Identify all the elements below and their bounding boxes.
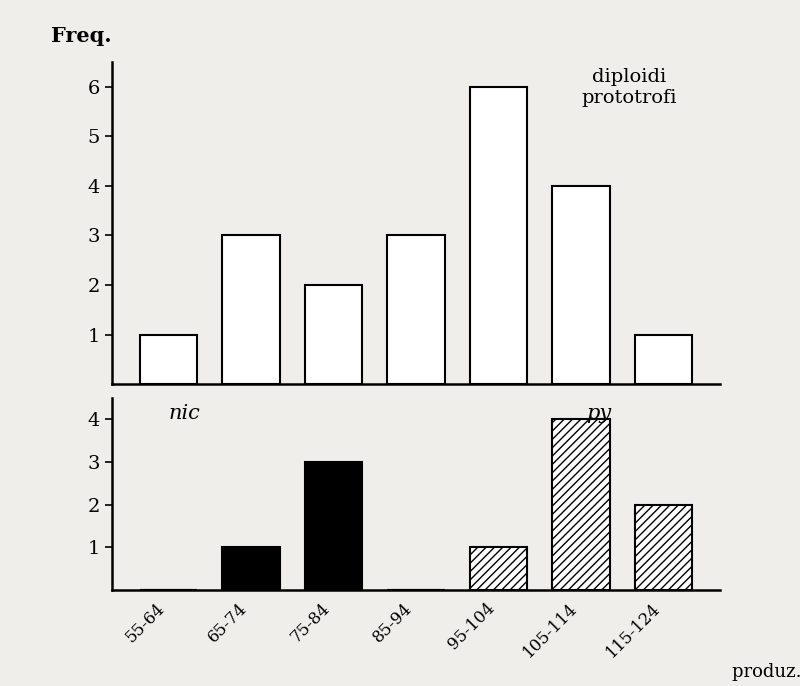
Bar <box>305 462 362 590</box>
Bar <box>222 235 280 384</box>
Bar <box>222 547 280 590</box>
Text: diploidi
prototrofi: diploidi prototrofi <box>581 68 677 107</box>
Bar <box>305 285 362 384</box>
Bar <box>552 186 610 384</box>
Text: produz. di: produz. di <box>732 663 800 681</box>
Bar <box>470 86 527 384</box>
Text: py: py <box>586 403 611 423</box>
Bar <box>387 235 445 384</box>
Bar <box>470 547 527 590</box>
Bar <box>552 419 610 590</box>
Bar <box>140 335 198 384</box>
Text: nic: nic <box>169 403 201 423</box>
Bar <box>634 335 692 384</box>
Text: Freq.: Freq. <box>51 25 112 45</box>
Bar <box>634 505 692 590</box>
